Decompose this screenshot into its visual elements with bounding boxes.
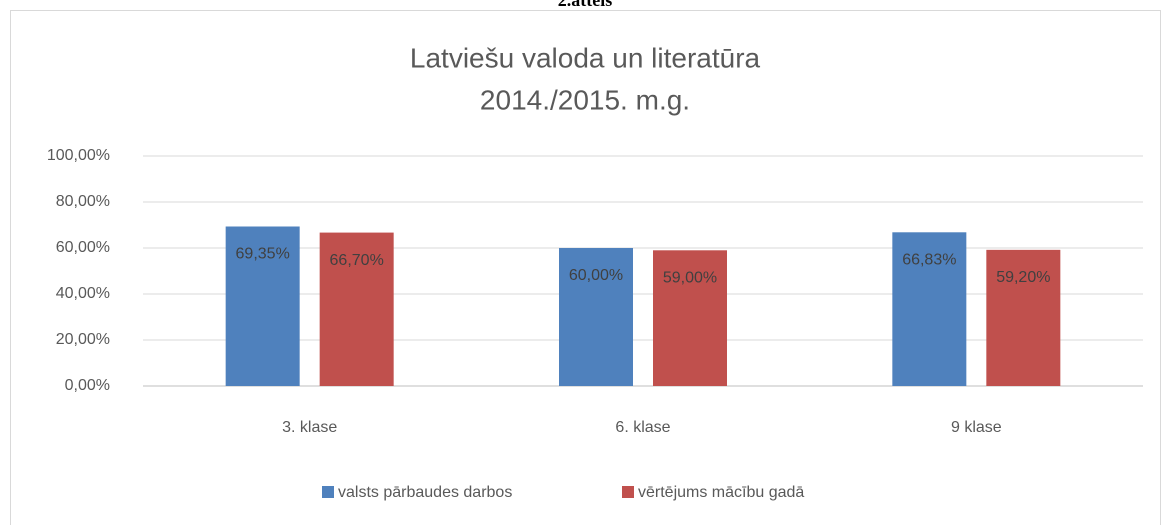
y-tick-label: 20,00% [56,331,110,348]
y-tick-label: 80,00% [56,193,110,210]
x-tick-label: 3. klase [282,419,337,436]
x-tick-label: 6. klase [615,419,670,436]
chart-subtitle: 2014./2015. m.g. [480,84,690,115]
data-label: 69,35% [236,246,290,263]
legend-label: vērtējums mācību gadā [638,484,804,501]
y-tick-label: 0,00% [65,377,110,394]
bar [559,248,633,386]
y-tick-label: 40,00% [56,285,110,302]
y-tick-label: 100,00% [47,147,110,164]
x-tick-label: 9 klase [951,419,1002,436]
data-label: 66,83% [902,252,956,269]
legend-label: valsts pārbaudes darbos [338,484,512,501]
bar [225,226,300,386]
bar [986,249,1061,386]
legend-swatch [322,486,334,498]
data-label: 66,70% [330,252,384,269]
y-tick-label: 60,00% [56,239,110,256]
data-label: 59,00% [663,270,717,287]
legend-swatch [622,486,634,498]
bar [319,232,394,386]
data-label: 60,00% [569,267,623,284]
bar [653,250,727,386]
data-label: 59,20% [996,269,1050,286]
bar [892,232,967,386]
chart-title: Latviešu valoda un literatūra [410,42,761,73]
caption: 2.attēls [558,0,612,10]
